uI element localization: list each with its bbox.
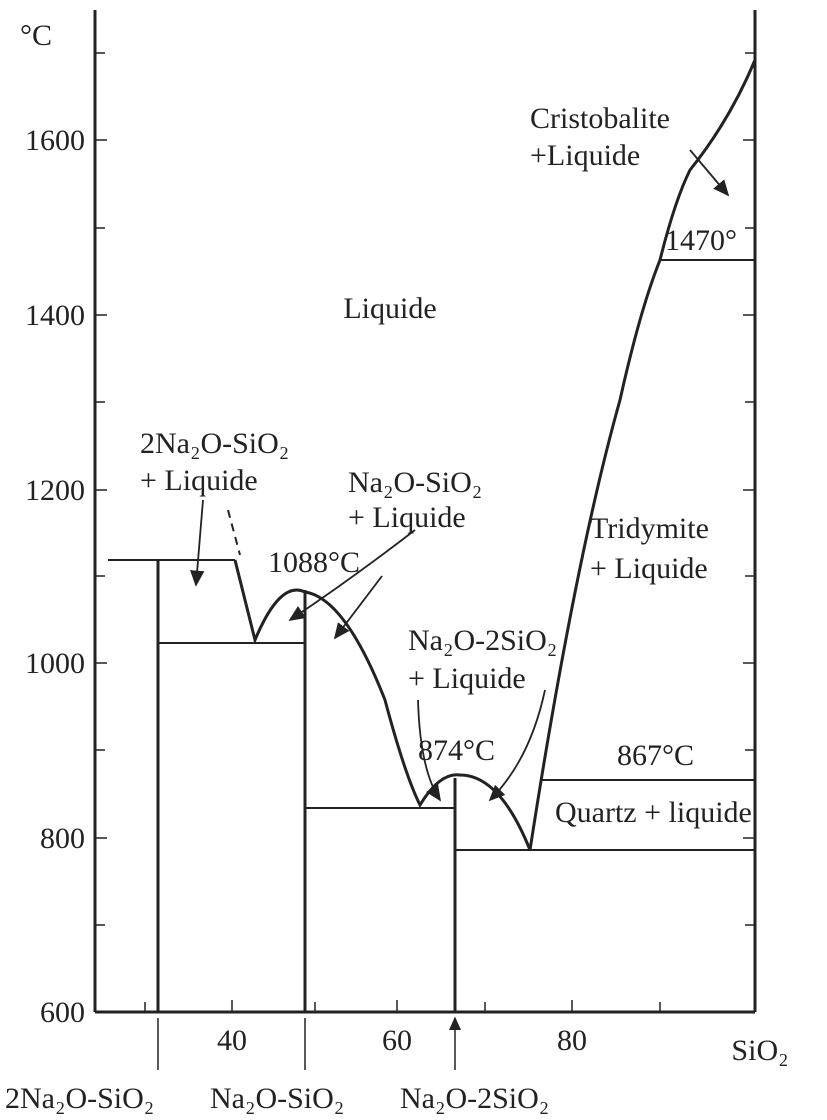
y-tick-label: 1600 [25,124,85,157]
y-tick-label: 800 [40,822,85,855]
temperature-label: 1470° [665,224,737,257]
temperature-label: 1088°C [268,546,360,579]
y-tick-label: 1000 [25,647,85,680]
region-label: Tridymite [590,512,709,545]
compound-label: Na₂O-SiO₂ [210,1082,344,1115]
region-label: + Liquide [408,662,526,695]
frame [93,10,757,1014]
x-axis-label: SiO₂ [731,1034,788,1067]
region-label: + Liquide [590,552,708,585]
compound-label: Na₂O-2SiO₂ [400,1082,549,1115]
region-label: Quartz + liquide [555,796,752,829]
y-tick-label: 600 [40,996,85,1029]
region-label: Na₂O-2SiO₂ [408,624,557,657]
compound-label: 2Na₂O-SiO₂ [5,1082,154,1115]
region-label: + Liquide [348,501,466,534]
x-tick-label: 80 [557,1024,587,1057]
temperature-label: 874°C [418,734,495,767]
region-label: + Liquide [140,464,258,497]
region-label: +Liquide [530,139,640,172]
y-unit: °C [20,19,52,52]
x-tick-label: 40 [217,1024,247,1057]
region-label: 2Na₂O-SiO₂ [140,427,289,460]
y-tick-label: 1400 [25,299,85,332]
x-tick-label: 60 [382,1024,412,1057]
temperature-label: 867°C [617,739,694,772]
arrows [157,149,730,1070]
region-label: Liquide [343,292,436,325]
y-tick-label: 1200 [25,474,85,507]
region-label: Na₂O-SiO₂ [348,466,482,499]
phase-lines [108,59,757,1012]
region-label: Cristobalite [530,102,670,135]
